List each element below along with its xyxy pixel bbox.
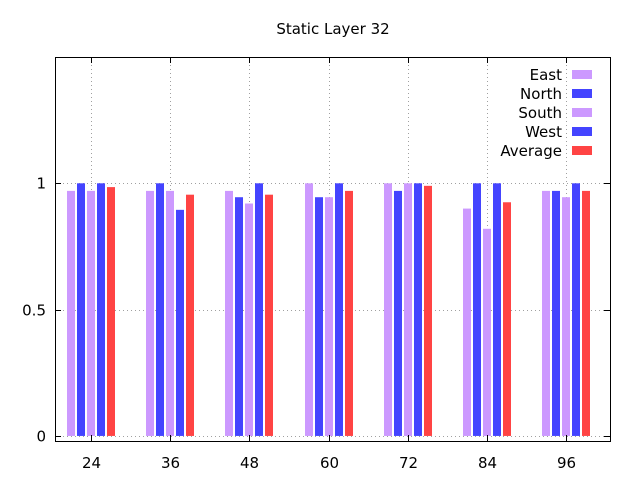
bar-north-96 [552,190,560,436]
bar-south-96 [562,197,570,436]
bar-east-60 [305,183,313,436]
bar-north-72 [394,190,402,436]
bar-south-36 [166,190,174,436]
bar-east-84 [463,208,471,436]
bar-north-48 [235,197,243,436]
x-tick-label: 84 [478,454,497,472]
bar-east-72 [384,183,392,436]
legend-label: East [530,66,562,84]
y-tick-label: 0 [36,428,46,446]
legend-label: North [520,85,562,103]
bar-average-96 [582,190,590,436]
bar-west-60 [335,183,343,436]
legend-swatch [572,108,592,117]
bar-north-24 [77,183,85,436]
x-tick-label: 60 [320,454,339,472]
bar-east-36 [146,190,154,436]
bar-north-84 [473,183,481,436]
x-tick-label: 24 [82,454,101,472]
bar-west-48 [255,183,263,436]
bar-north-36 [156,183,164,436]
x-tick-label: 36 [161,454,180,472]
y-tick-label: 1 [36,175,46,193]
bar-west-72 [414,183,422,436]
legend-label: South [518,104,562,122]
legend-swatch [572,127,592,136]
bar-east-96 [542,190,550,436]
bar-north-60 [315,197,323,436]
bar-west-96 [572,183,580,436]
legend-label: Average [500,142,562,160]
chart-title: Static Layer 32 [276,20,389,38]
y-tick-label: 0.5 [22,302,46,320]
bar-west-24 [97,183,105,436]
bar-east-48 [225,190,233,436]
bar-average-84 [503,202,511,436]
bar-south-72 [404,183,412,436]
bar-average-48 [265,194,273,436]
bar-west-36 [176,209,184,436]
bar-west-84 [493,183,501,436]
bar-average-24 [107,187,115,436]
bar-average-72 [424,185,432,436]
legend-swatch [572,146,592,155]
bar-south-84 [483,228,491,436]
x-tick-label: 48 [240,454,259,472]
legend-swatch [572,89,592,98]
bars [67,183,590,436]
x-tick-label: 72 [399,454,418,472]
plot-area-frame [55,57,611,442]
bar-average-60 [345,190,353,436]
bar-south-24 [87,190,95,436]
legend-label: West [525,123,562,141]
bar-average-36 [186,194,194,436]
legend-swatch [572,70,592,79]
bar-south-48 [245,203,253,436]
bar-south-60 [325,197,333,436]
axes: 0 0.5 1 24 36 48 60 72 84 96 [22,57,610,472]
bar-east-24 [67,190,75,436]
x-tick-label: 96 [557,454,576,472]
